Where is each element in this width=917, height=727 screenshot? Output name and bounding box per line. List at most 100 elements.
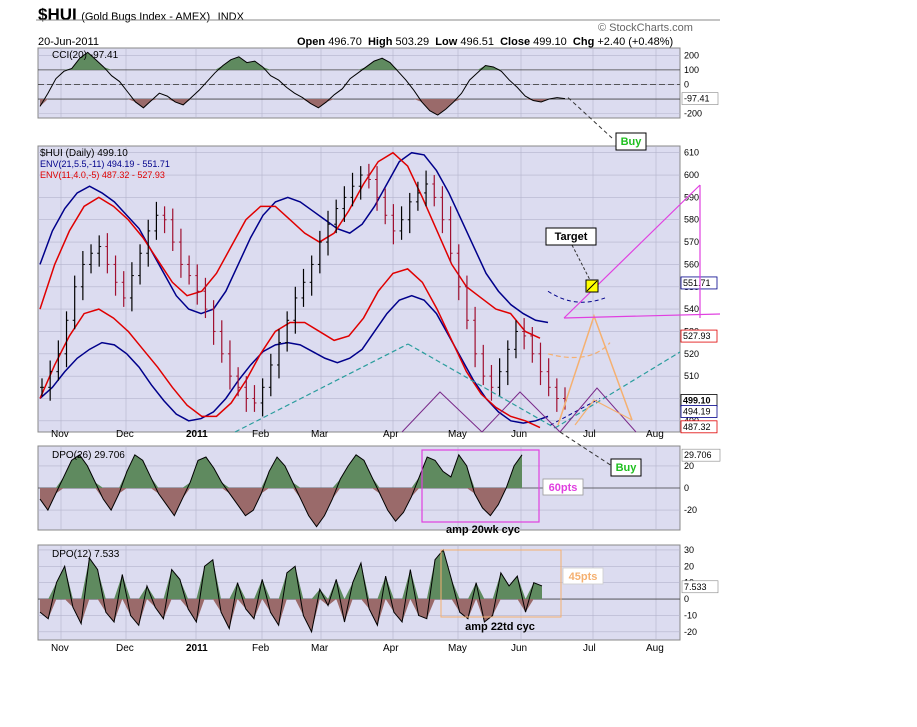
- close-label: Close: [500, 36, 531, 48]
- price-title: $HUI (Daily) 499.10: [40, 148, 128, 159]
- envelope-line-3: [39, 151, 541, 339]
- close-value: 499.10: [533, 36, 567, 48]
- price-label-2: 499.10: [683, 395, 711, 405]
- chart-date: 20-Jun-2011: [38, 36, 99, 48]
- month-label-1-3: Feb: [252, 643, 270, 654]
- teal-trendline-up: [234, 343, 409, 433]
- target-label: Target: [555, 231, 588, 243]
- pts45-label: 45pts: [569, 571, 598, 583]
- high-value: 503.29: [395, 36, 430, 48]
- dpo26-fill-down: [40, 488, 522, 527]
- target-box: [545, 227, 597, 246]
- target-marker-slash: [586, 280, 598, 292]
- dpo26-tick-1: 0: [684, 483, 689, 493]
- dpo12-last-box: [681, 580, 719, 594]
- dpo26-fill-up: [40, 454, 522, 488]
- cci-last-value: -97.41: [684, 94, 710, 104]
- price-tick-2: 590: [684, 192, 699, 202]
- ohlc-summary: Open 496.70 High 503.29 Low 496.51 Close…: [297, 36, 673, 48]
- month-label-0-2: 2011: [186, 429, 208, 440]
- chg-label: Chg: [572, 36, 595, 48]
- price-label-1: 527.93: [683, 331, 711, 341]
- buy-mid-box: [610, 458, 642, 477]
- month-label-1-4: Mar: [311, 643, 329, 654]
- dpo26-last-box: [681, 448, 721, 462]
- buy-top-box: [615, 132, 647, 151]
- dpo12-last-value: 7.533: [684, 582, 707, 592]
- price-label-3: 494.19: [683, 406, 711, 416]
- month-label-1-5: Apr: [383, 643, 399, 654]
- cci-title: CCI(20) -97.41: [52, 50, 119, 61]
- amp-22td-label: amp 22td cyc: [465, 621, 535, 633]
- cci-tick-0: 200: [684, 50, 699, 60]
- cci-line: [39, 51, 566, 116]
- month-label-1-1: Dec: [116, 643, 134, 654]
- price-tick-1: 600: [684, 170, 699, 180]
- teal-trendline-down: [407, 343, 556, 429]
- month-label-0-8: Jul: [583, 429, 596, 440]
- price-tick-3: 580: [684, 215, 699, 225]
- legend-env-red: ENV(11,4.0,-5) 487.32 - 527.93: [40, 170, 165, 180]
- cycle-triangle-2: [481, 391, 561, 433]
- amp-20wk-box: [421, 449, 540, 523]
- cci-fill-up: [40, 52, 565, 70]
- price-tick-4: 570: [684, 237, 699, 247]
- pts60-box: [542, 478, 584, 496]
- month-label-0-9: Aug: [646, 429, 664, 440]
- price-label-box-3: [680, 405, 718, 418]
- cci-tick-1: 100: [684, 65, 699, 75]
- cycle-triangle-1: [401, 391, 483, 433]
- watermark: © StockCharts.com: [598, 22, 693, 34]
- dpo12-title: DPO(12) 7.533: [52, 549, 120, 560]
- month-label-1-7: Jun: [511, 643, 527, 654]
- dpo12-line: [39, 548, 543, 634]
- ticker: $HUI: [38, 5, 77, 24]
- magenta-line-flat: [563, 313, 721, 319]
- dpo12-tick-0: 30: [684, 545, 694, 555]
- price-label-box-4: [680, 420, 718, 434]
- month-label-1-8: Jul: [583, 643, 596, 654]
- blue-env-projection: [547, 290, 606, 303]
- orange-cycle-inner: [574, 399, 633, 426]
- cci-fill-down: [40, 99, 565, 116]
- buy-mid-label: Buy: [616, 462, 638, 474]
- cci-tick-4: -200: [684, 109, 702, 119]
- month-label-0-4: Mar: [311, 429, 329, 440]
- chg-value: +2.40 (+0.48%): [597, 36, 674, 48]
- panel-bg-1: [37, 145, 681, 433]
- price-tick-9: 520: [684, 349, 699, 359]
- envelope-line-1: [39, 151, 549, 324]
- amp-20wk-label: amp 20wk cyc: [446, 524, 520, 536]
- envelope-line-2: [39, 294, 549, 424]
- magenta-line-upper: [563, 184, 701, 319]
- orange-cycle-peak: [557, 313, 633, 426]
- pts45-box: [562, 567, 604, 585]
- cci-tick-2: 0: [684, 79, 689, 89]
- open-value: 496.70: [328, 36, 362, 48]
- month-label-0-5: Apr: [383, 429, 399, 440]
- dpo26-last-value: 29.706: [684, 450, 712, 460]
- price-label-box-0: [680, 276, 718, 290]
- month-label-0-7: Jun: [511, 429, 527, 440]
- target-leader: [571, 244, 591, 281]
- month-label-0-3: Feb: [252, 429, 270, 440]
- month-label-1-0: Nov: [51, 643, 69, 654]
- open-label: Open: [297, 36, 326, 48]
- dpo26-title: DPO(26) 29.706: [52, 450, 125, 461]
- red-env-projection: [547, 342, 611, 359]
- month-label-1-6: May: [448, 643, 467, 654]
- pts60-label: 60pts: [549, 482, 578, 494]
- dpo12-tick-4: -10: [684, 610, 697, 620]
- price-projection-buy: [559, 431, 613, 467]
- dpo12-fill-up: [40, 549, 542, 600]
- price-label-box-1: [680, 329, 718, 343]
- price-tick-7: 540: [684, 304, 699, 314]
- month-label-0-1: Dec: [116, 429, 134, 440]
- dpo26-tick-2: -20: [684, 505, 697, 515]
- cci-last-box: [681, 92, 719, 105]
- month-label-1-2: 2011: [186, 643, 208, 654]
- month-label-0-6: May: [448, 429, 467, 440]
- panel-bg-0: [37, 47, 681, 119]
- dpo12-tick-3: 0: [684, 594, 689, 604]
- price-label-0: 551.71: [683, 278, 711, 288]
